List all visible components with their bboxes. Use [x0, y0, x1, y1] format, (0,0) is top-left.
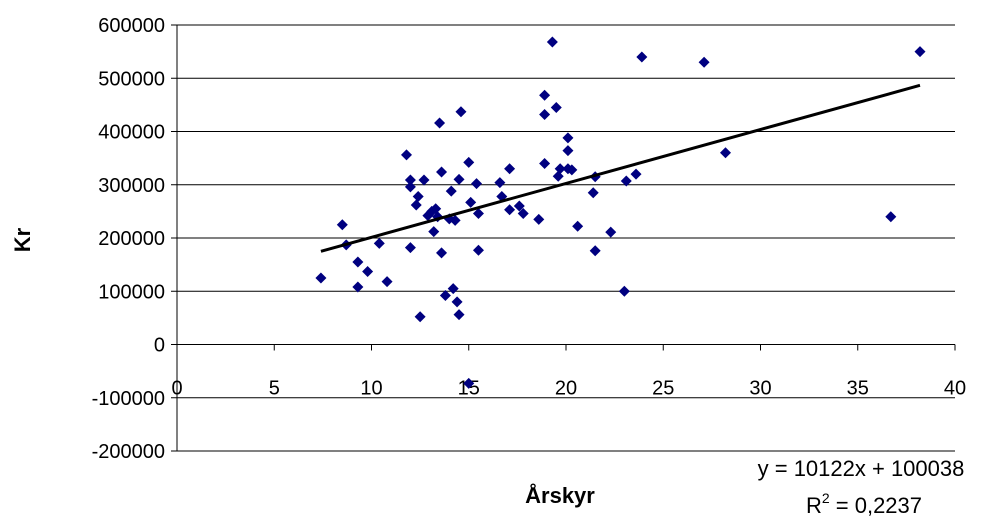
data-point [554, 163, 566, 175]
data-point [315, 272, 327, 284]
y-tick-label: -100000 [92, 388, 165, 410]
data-point [914, 46, 926, 58]
data-point [618, 285, 630, 297]
data-point [401, 149, 413, 161]
data-point [463, 377, 475, 389]
data-point [472, 244, 484, 256]
x-tick-label: 5 [269, 378, 280, 400]
x-tick-label: 20 [555, 378, 577, 400]
y-tick-label: 500000 [98, 68, 165, 90]
data-point [336, 219, 348, 231]
data-point [504, 163, 516, 175]
data-point [636, 51, 648, 63]
data-point [587, 187, 599, 199]
data-point [453, 309, 465, 321]
data-point [418, 174, 430, 186]
data-point [562, 132, 574, 144]
data-point [453, 173, 465, 185]
y-tick-label: -200000 [92, 441, 165, 463]
data-point [410, 199, 422, 211]
y-tick-label: 100000 [98, 281, 165, 303]
y-tick-labels: -200000 -100000 0 100000 200000 300000 400000 5… [92, 15, 165, 463]
data-point [352, 281, 364, 293]
trendline-line [320, 83, 921, 253]
data-point [562, 145, 574, 157]
data-point [404, 181, 416, 193]
data-point [517, 208, 529, 220]
data-point [445, 185, 457, 197]
data-point [412, 190, 424, 202]
data-point [630, 168, 642, 180]
y-tick-label: 400000 [98, 122, 165, 144]
data-point [451, 296, 463, 308]
y-tick-label: 0 [154, 335, 165, 357]
r-squared-value: = 0,2237 [830, 493, 922, 518]
data-point [494, 177, 506, 189]
r-squared-prefix: R [806, 493, 822, 518]
data-point [430, 203, 442, 215]
y-tick-label: 200000 [98, 228, 165, 250]
data-point [362, 266, 374, 278]
data-point [719, 147, 731, 159]
data-point [550, 102, 562, 114]
data-point [471, 178, 483, 190]
x-tick-label: 10 [360, 378, 382, 400]
data-point [352, 256, 364, 268]
data-point [533, 213, 545, 225]
x-tick-label: 25 [652, 378, 674, 400]
r-squared-label: R2 = 0,2237 [806, 490, 922, 518]
data-point [472, 208, 484, 220]
data-point [698, 56, 710, 68]
data-point [434, 117, 446, 129]
data-point [439, 290, 451, 302]
data-point [381, 276, 393, 288]
x-tick-label: 0 [171, 378, 182, 400]
data-point [566, 164, 578, 176]
data-point [885, 211, 897, 223]
x-axis-title: Årskyr [525, 482, 595, 508]
x-tick-label: 30 [749, 378, 771, 400]
data-points [315, 36, 926, 389]
data-point [504, 204, 516, 216]
data-point [513, 200, 525, 212]
data-point [463, 156, 475, 168]
data-point [436, 247, 448, 259]
data-point [539, 108, 551, 120]
data-point [620, 175, 632, 187]
data-point [449, 214, 461, 226]
data-point [539, 157, 551, 169]
data-point [414, 311, 426, 323]
data-point [428, 226, 440, 238]
trendline [320, 83, 921, 253]
y-tick-label: 600000 [98, 15, 165, 37]
data-point [539, 89, 551, 101]
data-point [552, 170, 564, 182]
r-squared-superscript: 2 [822, 490, 830, 506]
data-point [373, 237, 385, 249]
data-point [572, 220, 584, 232]
data-point [455, 106, 467, 118]
trendline-equation: y = 10122x + 100038 [758, 456, 965, 481]
data-point [404, 174, 416, 186]
data-point [546, 36, 558, 48]
data-point [447, 283, 459, 295]
data-point [436, 166, 448, 178]
data-point [605, 226, 617, 238]
x-tick-labels: 0510152025303540 [171, 378, 966, 400]
x-tick-label: 35 [847, 378, 869, 400]
x-tick-label: 40 [944, 378, 966, 400]
y-tick-label: 300000 [98, 175, 165, 197]
data-point [589, 245, 601, 257]
data-point [404, 242, 416, 254]
y-axis-title: Kr [10, 227, 35, 252]
data-point [465, 196, 477, 208]
axes [171, 24, 956, 452]
